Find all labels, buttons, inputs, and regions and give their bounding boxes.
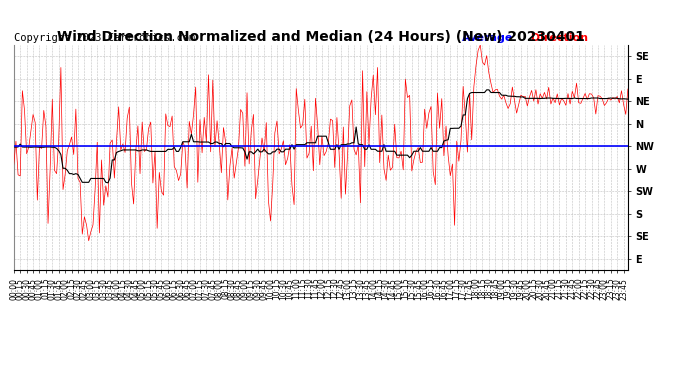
Text: Copyright 2023 Cartronics.com: Copyright 2023 Cartronics.com [14, 33, 195, 43]
Text: Average: Average [462, 33, 513, 43]
Text: Direction: Direction [526, 33, 588, 43]
Title: Wind Direction Normalized and Median (24 Hours) (New) 20230401: Wind Direction Normalized and Median (24… [57, 30, 585, 44]
